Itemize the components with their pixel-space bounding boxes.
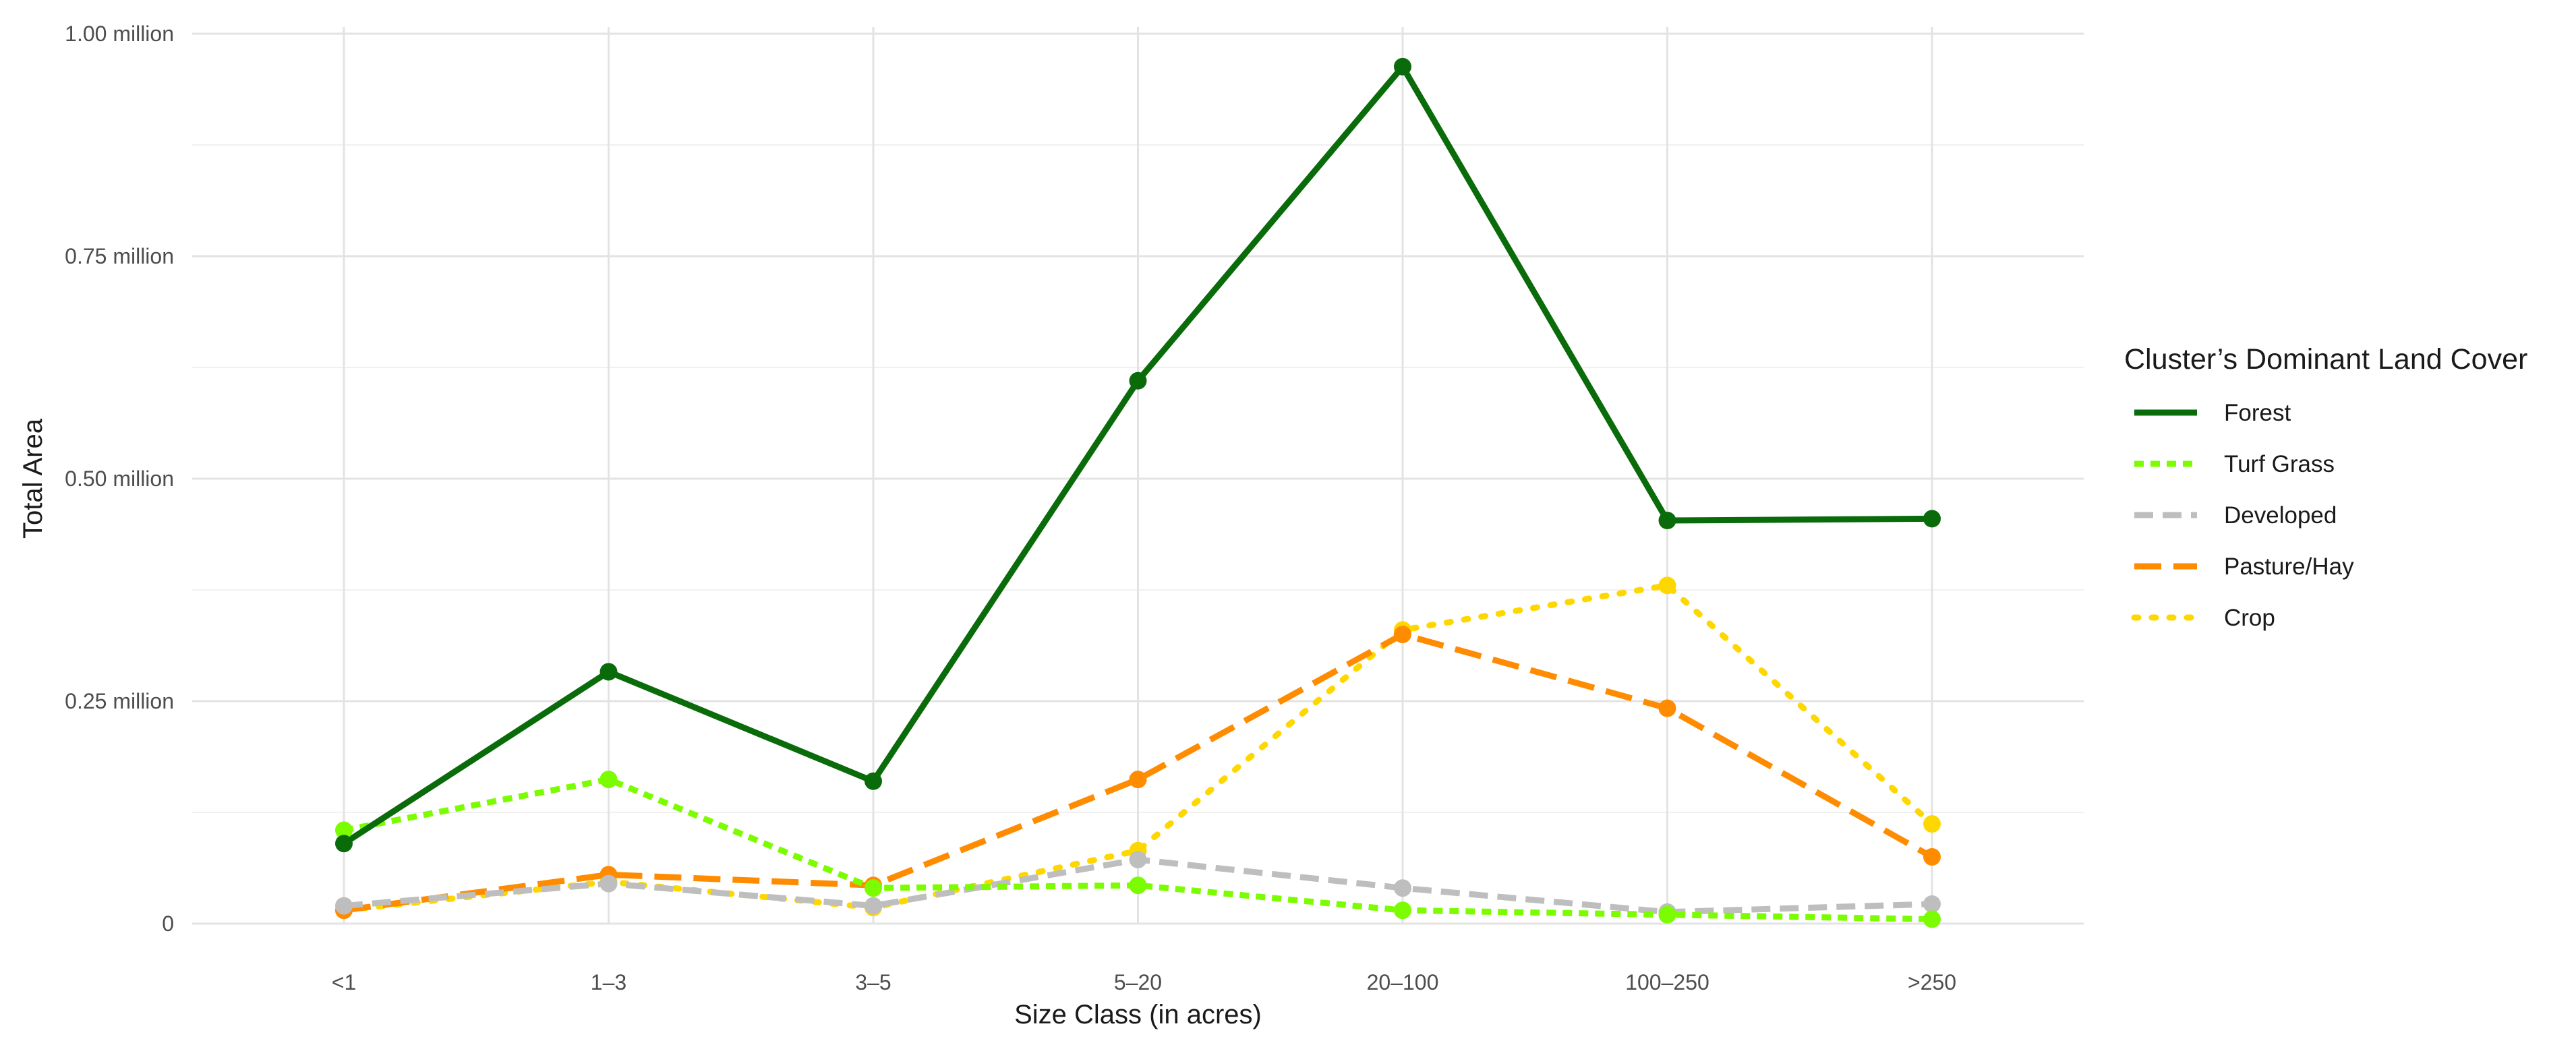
y-axis-title: Total Area [18, 418, 48, 539]
legend: Cluster’s Dominant Land Cover Forest Turf… [2124, 343, 2527, 631]
data-point-developed [865, 897, 882, 915]
data-point-turf-grass [1129, 876, 1147, 895]
data-point-forest [335, 835, 353, 853]
data-point-pasture-hay [1658, 699, 1676, 717]
legend-label: Developed [2224, 502, 2337, 529]
data-point-forest [865, 772, 882, 790]
data-point-turf-grass [1394, 901, 1411, 920]
x-tick-label: >250 [1908, 970, 1956, 994]
data-point-turf-grass [335, 821, 353, 839]
data-point-turf-grass [865, 879, 882, 897]
data-point-developed [1394, 879, 1411, 897]
y-axis-ticks: 0 0.25 million 0.50 million 0.75 million 1.0… [65, 22, 174, 936]
data-point-pasture-hay [1129, 771, 1147, 789]
legend-label: Forest [2224, 400, 2291, 426]
y-tick-label: 0.75 million [65, 244, 174, 268]
y-tick-label: 1.00 million [65, 22, 174, 46]
x-tick-label: 3–5 [855, 970, 891, 994]
data-point-forest [1923, 510, 1941, 528]
legend-item: Crop [2131, 605, 2275, 631]
data-point-forest [1394, 57, 1411, 76]
data-point-crop [1923, 815, 1941, 833]
legend-label: Turf Grass [2224, 451, 2335, 477]
data-point-developed [1129, 850, 1147, 868]
legend-label: Crop [2224, 605, 2275, 631]
x-tick-label: 20–100 [1367, 970, 1439, 994]
data-point-turf-grass [599, 771, 618, 789]
data-point-crop [1658, 576, 1676, 595]
legend-item: Developed [2134, 502, 2337, 529]
data-point-pasture-hay [1923, 848, 1941, 866]
data-point-turf-grass [1658, 905, 1676, 924]
data-point-developed [1923, 895, 1941, 913]
data-point-forest [1658, 512, 1676, 530]
x-tick-label: <1 [332, 970, 356, 994]
legend-item: Turf Grass [2134, 451, 2335, 477]
series-points [335, 57, 1941, 928]
data-point-developed [599, 874, 618, 893]
data-point-turf-grass [1923, 910, 1941, 928]
data-point-forest [599, 663, 618, 681]
x-tick-label: 1–3 [591, 970, 626, 994]
legend-item: Pasture/Hay [2134, 554, 2354, 580]
y-tick-label: 0 [162, 911, 174, 936]
legend-title: Cluster’s Dominant Land Cover [2124, 343, 2527, 376]
x-tick-label: 5–20 [1114, 970, 1162, 994]
data-point-developed [335, 897, 353, 915]
data-point-forest [1129, 371, 1147, 390]
x-axis-title: Size Class (in acres) [1014, 1000, 1262, 1029]
legend-item: Forest [2134, 400, 2291, 426]
y-tick-label: 0.25 million [65, 689, 174, 713]
x-axis-ticks: <1 1–3 3–5 5–20 20–100 100–250 >250 [332, 970, 1956, 994]
grid-lines [192, 27, 2084, 925]
y-tick-label: 0.50 million [65, 467, 174, 491]
legend-label: Pasture/Hay [2224, 554, 2354, 580]
legend-items: Forest Turf Grass Developed Pasture/Hay Crop [2131, 400, 2354, 631]
data-point-pasture-hay [1394, 626, 1411, 643]
x-tick-label: 100–250 [1625, 970, 1709, 994]
